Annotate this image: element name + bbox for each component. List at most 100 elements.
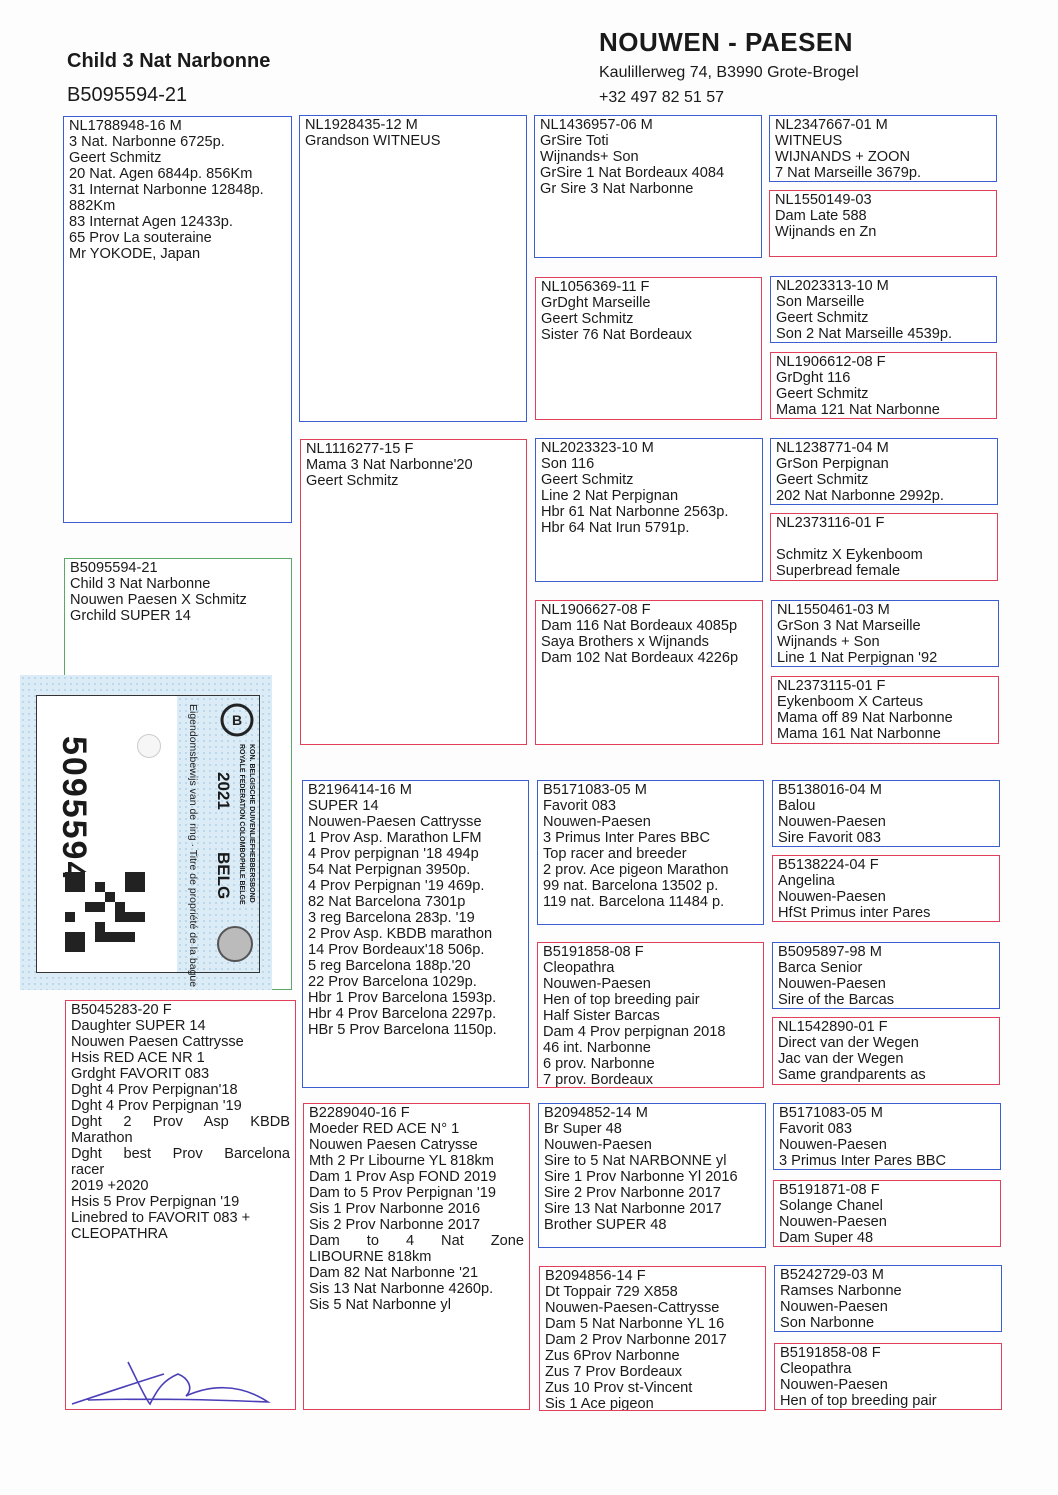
breeder-name: NOUWEN - PAESEN [599, 27, 854, 57]
pedigree-line: Schmitz X Eykenboom [776, 547, 923, 563]
ring-number: 5095594 [55, 736, 93, 883]
pedigree-line: Grandson WITNEUS [305, 133, 441, 149]
pedigree-line: Son Marseille [776, 294, 865, 310]
pedigree-line: 65 Prov La souteraine [69, 230, 212, 246]
pedigree-line: Dam to 5 Prov Perpignan '19 [309, 1185, 496, 1201]
pedigree-line: GrSon Perpignan [776, 456, 889, 472]
ring-number-line: NL2373116-01 F [776, 515, 885, 531]
ring-number-line: NL2023323-10 M [541, 440, 654, 456]
breeder-phone: +32 497 82 51 57 [599, 89, 725, 106]
pedigree-line: 3 Primus Inter Pares BBC [779, 1153, 947, 1169]
pedigree-line: Sire 13 Nat Narbonne 2017 [544, 1201, 722, 1217]
ring-number-line: NL2347667-01 M [775, 117, 888, 133]
breeder-address: Kaulillerweg 74, B3990 Grote-Brogel [599, 64, 859, 81]
pedigree-line: 7 prov. Bordeaux [543, 1072, 654, 1088]
ring-number-line: NL1928435-12 M [305, 117, 418, 133]
great-great-grandparent-box: B5138224-04 F Angelina Nouwen-Paesen HfSt P… [772, 855, 1000, 922]
dam-box: B5045283-20 F Daughter SUPER 14 Nouwen Pae… [65, 1000, 296, 1410]
pedigree-line: Linebred to FAVORIT 083 + [71, 1210, 251, 1226]
pedigree-line: LIBOURNE 818km [309, 1249, 432, 1265]
pedigree-line: Favorit 083 [543, 798, 617, 814]
pedigree-line: Angelina [778, 873, 835, 889]
pedigree-line: Mama off 89 Nat Narbonne [777, 710, 953, 726]
pedigree-line: 4 Prov perpignan '18 494p [308, 846, 479, 862]
pedigree-line: 7 Nat Marseille 3679p. [775, 165, 922, 181]
pedigree-line: Nouwen-Paesen [779, 1137, 887, 1153]
pedigree-line: Line 2 Nat Perpignan [541, 488, 679, 504]
pedigree-line: Zus 6Prov Narbonne [545, 1348, 680, 1364]
pedigree-line: 2 prov. Ace pigeon Marathon [543, 862, 729, 878]
ring-number-line: NL2023313-10 M [776, 278, 889, 294]
great-grandparent-box: NL1906627-08 F Dam 116 Nat Bordeaux 4085p… [535, 600, 763, 745]
ring-card-label-area: B KON. BELGISCHE DUIVENLIEFHEBBERSBOND R… [177, 696, 259, 987]
pedigree-line: Top racer and breeder [543, 846, 687, 862]
pedigree-line: 54 Nat Perpignan 3950p. [308, 862, 471, 878]
pedigree-line: Mr YOKODE, Japan [69, 246, 201, 262]
pedigree-line: Hbr 61 Nat Narbonne 2563p. [541, 504, 729, 520]
pedigree-line: Hbr 4 Prov Barcelona 2297p. [308, 1006, 497, 1022]
pedigree-line: 119 nat. Barcelona 11484 p. [543, 894, 725, 910]
ring-number-line: B5045283-20 F [71, 1002, 172, 1018]
pedigree-line: Geert Schmitz [69, 150, 162, 166]
pedigree-line: Geert Schmitz [306, 473, 399, 489]
pedigree-line: 82 Nat Barcelona 7301p [308, 894, 466, 910]
pedigree-line: Hen of top breeding pair [543, 992, 700, 1008]
pedigree-line: Eykenboom X Carteus [777, 694, 924, 710]
pedigree-line: 5 reg Barcelona 188p.'20 [308, 958, 471, 974]
pedigree-line: Zus 7 Prov Bordeaux [545, 1364, 683, 1380]
pedigree-line: Same grandparents as [778, 1067, 926, 1083]
pedigree-line: Wijnands + Son [777, 634, 880, 650]
pedigree-line: Half Sister Barcas [543, 1008, 660, 1024]
grandparent-box: B2196414-16 M SUPER 14 Nouwen-Paesen Cattr… [302, 780, 529, 1088]
pedigree-line: 14 Prov Bordeaux'18 506p. [308, 942, 485, 958]
great-great-grandparent-box: NL1550149-03 Dam Late 588 Wijnands en Zn [769, 190, 997, 257]
ring-number-line: B5095594-21 [70, 560, 158, 576]
pedigree-line: 6 prov. Narbonne [543, 1056, 655, 1072]
pedigree-line: 2 Prov Asp. KBDB marathon [308, 926, 493, 942]
pedigree-line: Geert Schmitz [776, 386, 869, 402]
pedigree-line: Sire of the Barcas [778, 992, 894, 1008]
great-great-grandparent-box: NL1906612-08 F GrDght 116 Geert Schmitz Mam… [770, 352, 997, 419]
great-grandparent-box: B2094856-14 F Dt Toppair 729 X858 Nouwen-P… [539, 1266, 766, 1411]
ring-card-title: Eigendomsbewijs van de ring · Titre de p… [187, 704, 199, 988]
pedigree-line: Saya Brothers x Wijnands [541, 634, 709, 650]
qr-code-icon [65, 872, 145, 952]
ring-number-line: B2289040-16 F [309, 1105, 410, 1121]
pedigree-line: Nouwen-Paesen [780, 1299, 888, 1315]
pedigree-line: Sire 2 Prov Narbonne 2017 [544, 1185, 721, 1201]
pedigree-line: GrSire Toti [540, 133, 609, 149]
pedigree-line: Dam 1 Prov Asp FOND 2019 [309, 1169, 497, 1185]
pedigree-line: GrSire 1 Nat Bordeaux 4084 [540, 165, 725, 181]
pedigree-line: Sister 76 Nat Bordeaux [541, 327, 692, 343]
pedigree-line: 3 Primus Inter Pares BBC [543, 830, 711, 846]
great-great-grandparent-box: NL2373115-01 F Eykenboom X Carteus Mama of… [771, 676, 999, 744]
ring-number-line: NL1788948-16 M [69, 118, 182, 134]
pedigree-line: 99 nat. Barcelona 13502 p. [543, 878, 719, 894]
pedigree-line: Son Narbonne [780, 1315, 875, 1331]
great-grandparent-box: B5191858-08 F Cleopathra Nouwen-Paesen Hen … [537, 942, 764, 1088]
great-grandparent-box: NL2023323-10 M Son 116 Geert Schmitz Line 2… [535, 438, 763, 582]
pedigree-line: Dam 102 Nat Bordeaux 4226p [541, 650, 739, 666]
pedigree-line: Dam 116 Nat Bordeaux 4085p [541, 618, 738, 634]
great-great-grandparent-box: B5171083-05 M Favorit 083 Nouwen-Paesen 3 P… [773, 1103, 1001, 1170]
pedigree-line: Hbr 64 Nat Irun 5791p. [541, 520, 690, 536]
pedigree-line: Nouwen-Paesen [544, 1137, 652, 1153]
pedigree-line: Mama 161 Nat Narbonne [777, 726, 941, 742]
great-great-grandparent-box: B5191871-08 F Solange Chanel Nouwen-Paesen… [773, 1180, 1001, 1247]
great-great-grandparent-box: NL1542890-01 F Direct van der Wegen Jac va… [772, 1017, 1000, 1085]
pedigree-line: Br Super 48 [544, 1121, 622, 1137]
ring-number-line: B5171083-05 M [779, 1105, 883, 1121]
pedigree-line: 22 Prov Barcelona 1029p. [308, 974, 477, 990]
pedigree-line: Sis 1 Ace pigeon [545, 1396, 654, 1411]
federation-logo-icon: B [220, 703, 254, 737]
ring-card-inner: 5095594 B KON. BELGISCHE DUIVENLIEFHEBBE… [36, 695, 260, 987]
grandparent-box: NL1116277-15 F Mama 3 Nat Narbonne'20 Geer… [300, 439, 527, 745]
ring-number-line: NL1056369-11 F [541, 279, 650, 295]
great-grandparent-box: NL1056369-11 F GrDght Marseille Geert Schm… [535, 277, 762, 420]
pedigree-line: Grchild SUPER 14 [70, 608, 191, 624]
pedigree-line: Gr Sire 3 Nat Narbonne [540, 181, 694, 197]
pedigree-line: Balou [778, 798, 816, 814]
ring-year: 2021 [214, 772, 233, 810]
great-great-grandparent-box: NL2023313-10 M Son Marseille Geert Schmitz… [770, 276, 997, 343]
